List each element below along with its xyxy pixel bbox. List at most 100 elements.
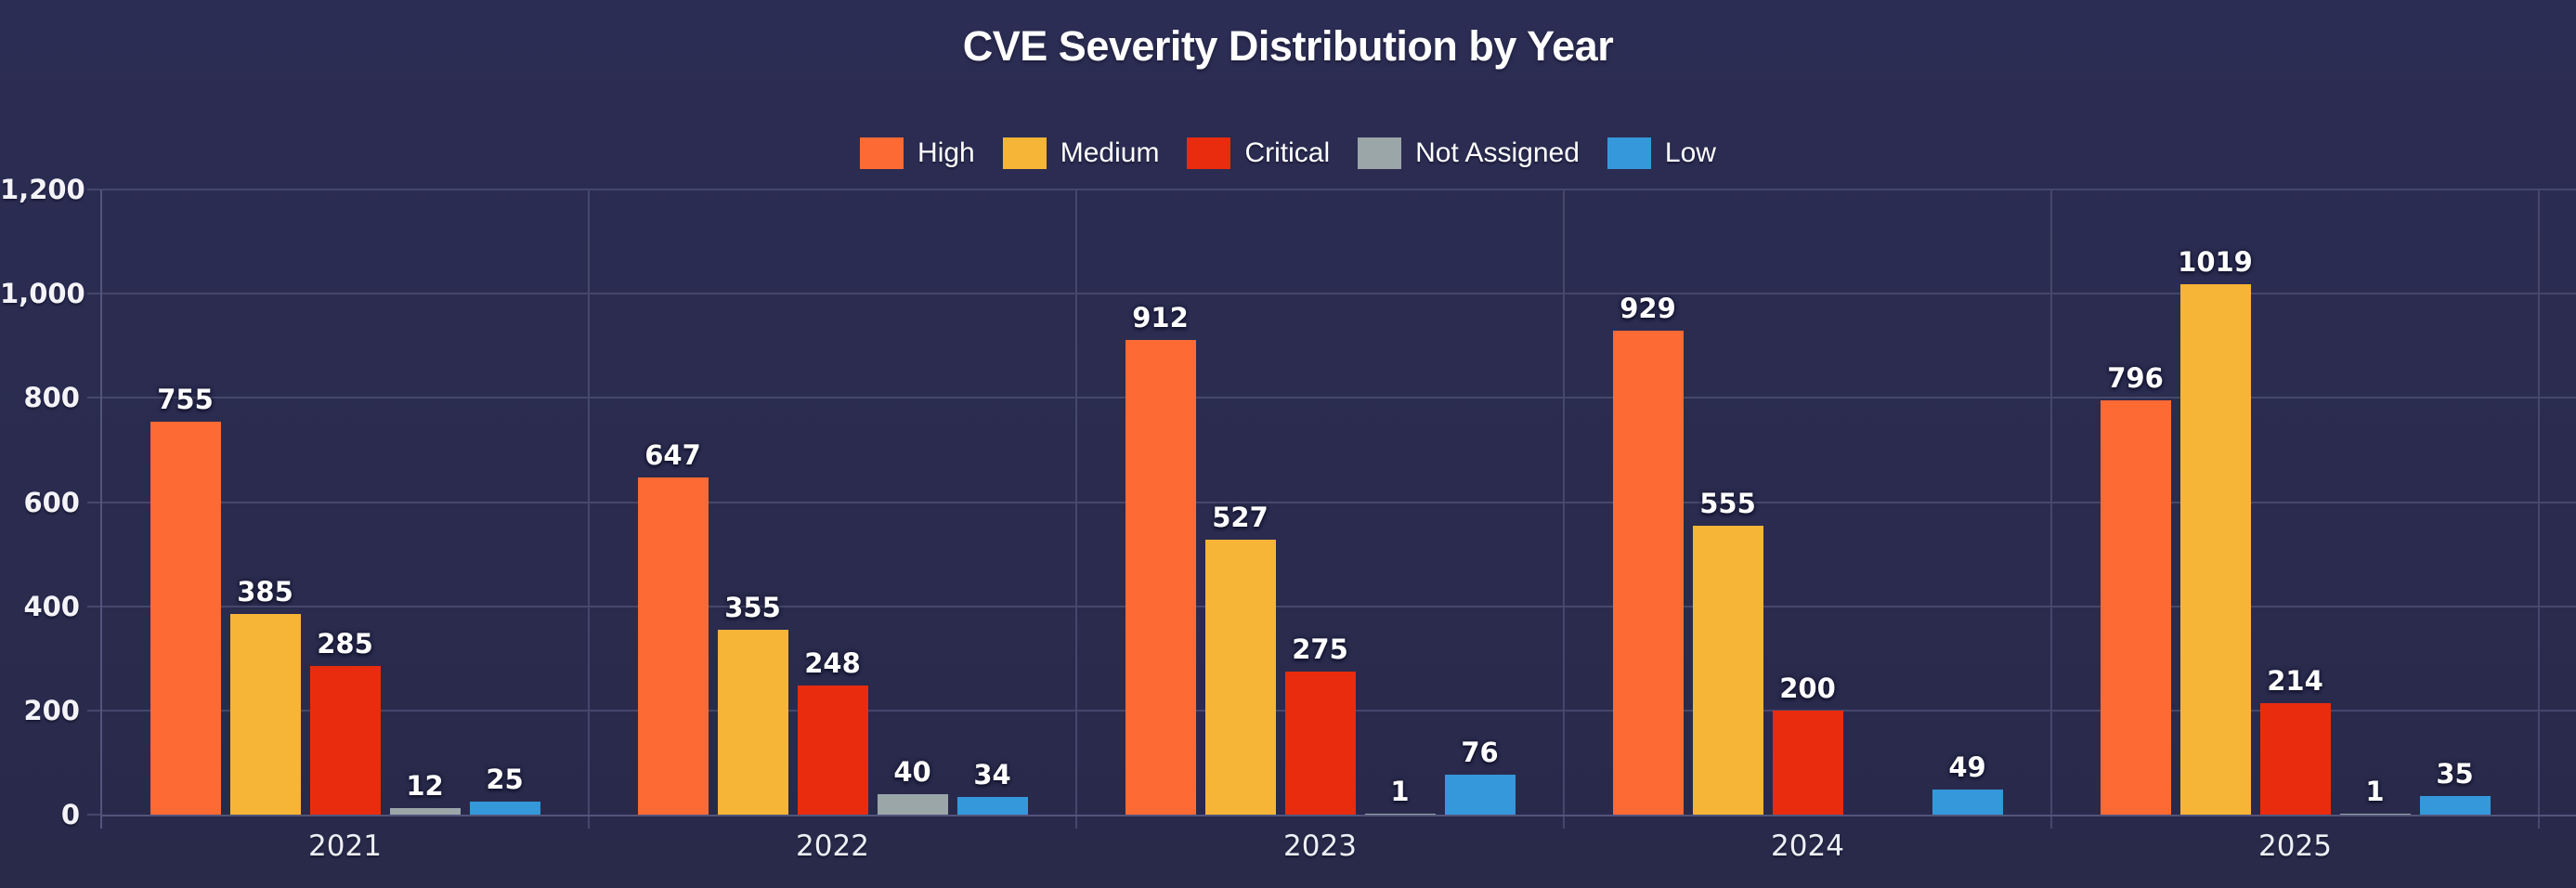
- bar-cell-not-assigned-2024: [1853, 189, 1923, 815]
- bar-critical-2024[interactable]: [1772, 710, 1843, 815]
- bar-value-label: 49: [1948, 751, 1986, 783]
- bar-value-label: 527: [1212, 502, 1268, 534]
- bar-cell-medium-2025: 1019: [2178, 189, 2253, 815]
- legend-item-medium[interactable]: Medium: [1002, 137, 1159, 169]
- bar-value-label: 647: [644, 439, 701, 472]
- bar-high-2022[interactable]: [637, 477, 709, 815]
- y-tick-label: 600: [23, 486, 80, 518]
- bar-critical-2023[interactable]: [1284, 671, 1356, 815]
- legend-item-low[interactable]: Low: [1607, 137, 1716, 169]
- y-tick-mark: [87, 501, 101, 503]
- year-group-2022: 647 355 248 40 34 2022: [590, 189, 1077, 863]
- bar-not-assigned-2021[interactable]: [389, 808, 461, 815]
- bar-cell-not-assigned-2025: 1: [2339, 189, 2411, 815]
- y-tick-label: 0: [60, 799, 80, 830]
- legend-label: Critical: [1244, 137, 1331, 168]
- bar-value-label: 76: [1461, 737, 1499, 769]
- bar-cell-low-2023: 76: [1444, 189, 1516, 815]
- bar-high-2024[interactable]: [1612, 331, 1684, 815]
- y-tick-mark: [87, 605, 101, 607]
- bar-cell-low-2025: 35: [2419, 189, 2491, 815]
- x-axis-label-2024: 2024: [1771, 829, 1844, 863]
- bar-low-2023[interactable]: [1444, 775, 1516, 815]
- bar-value-label: 1: [2365, 776, 2385, 808]
- legend-item-critical[interactable]: Critical: [1187, 137, 1330, 169]
- bar-cell-low-2022: 34: [956, 189, 1028, 815]
- bar-critical-2021[interactable]: [309, 666, 381, 815]
- bar-cluster: 929 555 200 49: [1565, 189, 2050, 815]
- bar-cell-medium-2021: 385: [229, 189, 301, 815]
- chart-title: CVE Severity Distribution by Year: [962, 22, 1614, 70]
- y-tick-label: 200: [23, 694, 80, 726]
- bar-value-label: 34: [973, 758, 1011, 790]
- bar-medium-2023[interactable]: [1204, 540, 1276, 815]
- y-tick-mark: [87, 814, 101, 816]
- legend-item-high[interactable]: High: [860, 137, 975, 169]
- bar-cluster: 912 527 275 1 76: [1077, 189, 1563, 815]
- bar-cell-high-2022: 647: [637, 189, 709, 815]
- x-axis-label-2022: 2022: [796, 829, 869, 863]
- bar-value-label: 285: [317, 628, 373, 660]
- bar-cell-critical-2025: 214: [2259, 189, 2331, 815]
- bar-medium-2025[interactable]: [2179, 283, 2251, 815]
- bar-high-2021[interactable]: [150, 421, 221, 815]
- gridline: [102, 605, 2576, 607]
- bar-cell-critical-2022: 248: [797, 189, 868, 815]
- legend-label: High: [917, 137, 975, 168]
- bar-medium-2024[interactable]: [1692, 525, 1763, 815]
- bar-not-assigned-2022[interactable]: [877, 793, 948, 815]
- bar-medium-2021[interactable]: [229, 614, 301, 815]
- bar-cell-not-assigned-2023: 1: [1364, 189, 1436, 815]
- bar-critical-2025[interactable]: [2259, 702, 2331, 815]
- bar-medium-2022[interactable]: [717, 629, 788, 815]
- bar-low-2022[interactable]: [956, 796, 1028, 815]
- bar-cell-low-2021: 25: [469, 189, 540, 815]
- bar-value-label: 555: [1699, 487, 1756, 519]
- bar-value-label: 929: [1620, 293, 1676, 324]
- y-axis-line: [100, 189, 102, 816]
- bar-value-label: 35: [2436, 758, 2474, 790]
- bar-low-2021[interactable]: [469, 801, 540, 815]
- bar-cell-critical-2021: 285: [309, 189, 381, 815]
- bar-not-assigned-2025[interactable]: [2339, 814, 2411, 815]
- bar-value-label: 12: [406, 770, 444, 803]
- bar-low-2024[interactable]: [1932, 789, 2003, 815]
- bar-cell-high-2023: 912: [1125, 189, 1196, 815]
- bar-cell-high-2021: 755: [150, 189, 221, 815]
- plot-area: 755 385 285 12 25 2021 647 355 248 40 34 2022 912 527…: [100, 189, 2576, 863]
- x-axis-origin-tick: [100, 816, 102, 829]
- bar-cell-low-2024: 49: [1932, 189, 2003, 815]
- y-tick-label: 400: [23, 590, 80, 622]
- bar-cell-critical-2023: 275: [1284, 189, 1356, 815]
- legend-swatch-icon: [1358, 137, 1402, 169]
- year-group-2025: 796 1019 214 1 35 2025: [2052, 189, 2540, 863]
- bar-not-assigned-2023[interactable]: [1364, 814, 1436, 815]
- year-group-2023: 912 527 275 1 76 2023: [1077, 189, 1565, 863]
- bar-value-label: 385: [237, 576, 293, 608]
- gridline: [102, 293, 2576, 295]
- bar-high-2025[interactable]: [2100, 399, 2171, 815]
- legend-label: Low: [1664, 137, 1716, 168]
- legend-swatch-icon: [860, 137, 904, 169]
- legend-item-not-assigned[interactable]: Not Assigned: [1358, 137, 1580, 169]
- bar-value-label: 248: [804, 646, 861, 679]
- bar-critical-2022[interactable]: [797, 685, 868, 815]
- bar-cell-not-assigned-2021: 12: [389, 189, 461, 815]
- bar-cluster: 755 385 285 12 25: [102, 189, 588, 815]
- year-group-2021: 755 385 285 12 25 2021: [102, 189, 590, 863]
- bar-value-label: 1019: [2178, 245, 2253, 278]
- bar-cell-medium-2022: 355: [717, 189, 788, 815]
- legend-swatch-icon: [1002, 137, 1047, 169]
- gridline: [102, 397, 2576, 399]
- bar-low-2025[interactable]: [2419, 796, 2491, 815]
- y-tick-mark: [87, 397, 101, 399]
- bar-high-2023[interactable]: [1125, 339, 1196, 815]
- x-axis-label-2021: 2021: [308, 829, 382, 863]
- bar-value-label: 355: [724, 591, 781, 623]
- y-tick-label: 800: [23, 382, 80, 414]
- legend-label: Not Assigned: [1415, 137, 1580, 168]
- bar-value-label: 275: [1292, 633, 1348, 665]
- bar-value-label: 1: [1390, 776, 1410, 808]
- bar-cell-high-2025: 796: [2100, 189, 2171, 815]
- x-axis-label-2023: 2023: [1283, 829, 1357, 863]
